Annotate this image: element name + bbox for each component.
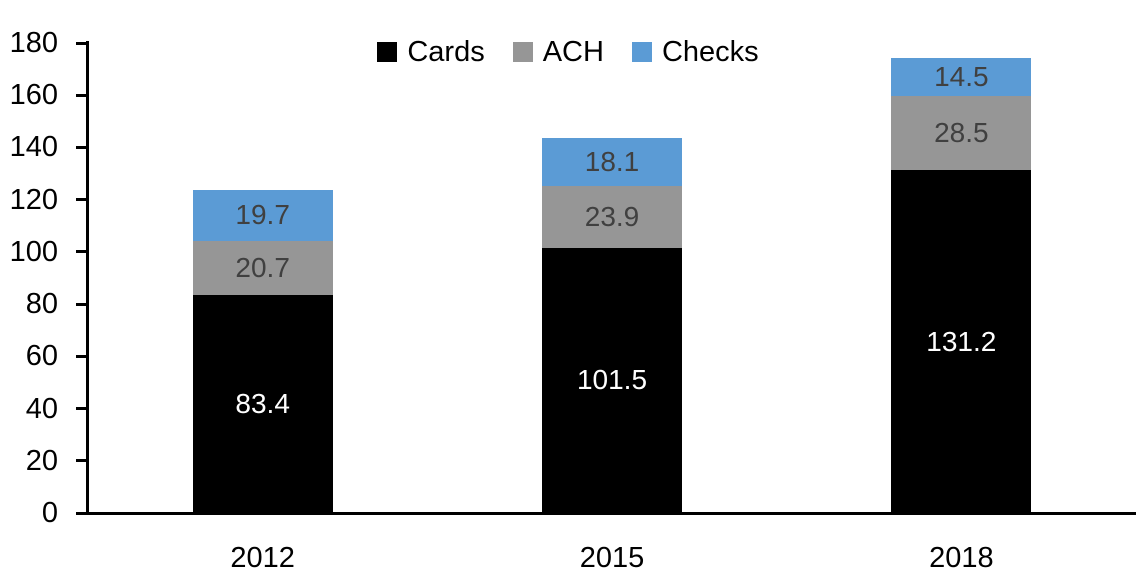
y-axis-tick-label: 100 <box>9 235 58 268</box>
y-axis-tick <box>76 41 88 45</box>
legend-label-ach: ACH <box>542 36 604 68</box>
x-axis-label-2015: 2015 <box>579 542 645 574</box>
bar-value-label: 23.9 <box>584 200 640 232</box>
bar-segment-ach-2018: 28.5 <box>891 96 1032 171</box>
legend-item-cards: Cards <box>377 36 485 68</box>
y-axis-tick <box>76 511 88 515</box>
y-axis-tick <box>76 198 88 202</box>
legend-swatch-cards-icon <box>377 42 398 62</box>
y-axis-tick <box>76 93 88 97</box>
bar-value-label: 83.4 <box>235 388 290 420</box>
y-axis-line <box>86 41 89 515</box>
bar-segment-cards-2018: 131.2 <box>891 170 1032 513</box>
bar-value-label: 28.5 <box>934 117 989 149</box>
y-axis-tick-label: 120 <box>9 183 58 216</box>
x-axis-line <box>76 512 1136 515</box>
y-axis-tick-label: 40 <box>25 392 58 425</box>
y-axis-tick-label: 180 <box>9 27 58 59</box>
legend-swatch-ach-icon <box>512 42 533 62</box>
x-axis-label-2018: 2018 <box>929 542 994 574</box>
y-axis-tick <box>76 407 88 411</box>
bar-value-label: 19.7 <box>235 199 290 231</box>
bar-segment-ach-2012: 20.7 <box>192 241 333 296</box>
x-axis-label-2012: 2012 <box>230 542 295 574</box>
bar-value-label: 14.5 <box>934 61 989 93</box>
y-axis-tick <box>76 145 88 149</box>
bar-value-label: 131.2 <box>926 325 997 357</box>
y-axis-tick-label: 140 <box>9 131 58 164</box>
bar-segment-checks-2015: 18.1 <box>542 138 682 186</box>
bar-segment-cards-2015: 101.5 <box>542 247 682 513</box>
bar-value-label: 18.1 <box>584 145 640 177</box>
y-axis-tick <box>76 354 88 358</box>
y-axis-tick <box>76 459 88 463</box>
bar-segment-checks-2018: 14.5 <box>891 58 1032 96</box>
bar-segment-checks-2012: 19.7 <box>192 189 333 242</box>
bar-value-label: 20.7 <box>235 252 290 284</box>
y-axis-tick-label: 20 <box>25 444 58 477</box>
y-axis-tick-label: 160 <box>9 79 58 112</box>
bar-segment-cards-2012: 83.4 <box>192 295 333 513</box>
legend-label-checks: Checks <box>661 36 759 68</box>
y-axis-tick-label: 0 <box>41 497 58 529</box>
y-axis-tick <box>76 250 88 254</box>
y-axis-tick-label: 80 <box>25 288 58 321</box>
chart-legend: Cards ACH Checks <box>0 36 1136 68</box>
legend-swatch-checks-icon <box>631 42 652 62</box>
legend-item-checks: Checks <box>631 36 759 68</box>
legend-label-cards: Cards <box>407 36 485 68</box>
bar-value-label: 101.5 <box>576 364 648 396</box>
y-axis-tick <box>76 302 88 306</box>
legend-item-ach: ACH <box>512 36 604 68</box>
bar-segment-ach-2015: 23.9 <box>542 185 682 248</box>
y-axis-tick-label: 60 <box>25 340 58 373</box>
